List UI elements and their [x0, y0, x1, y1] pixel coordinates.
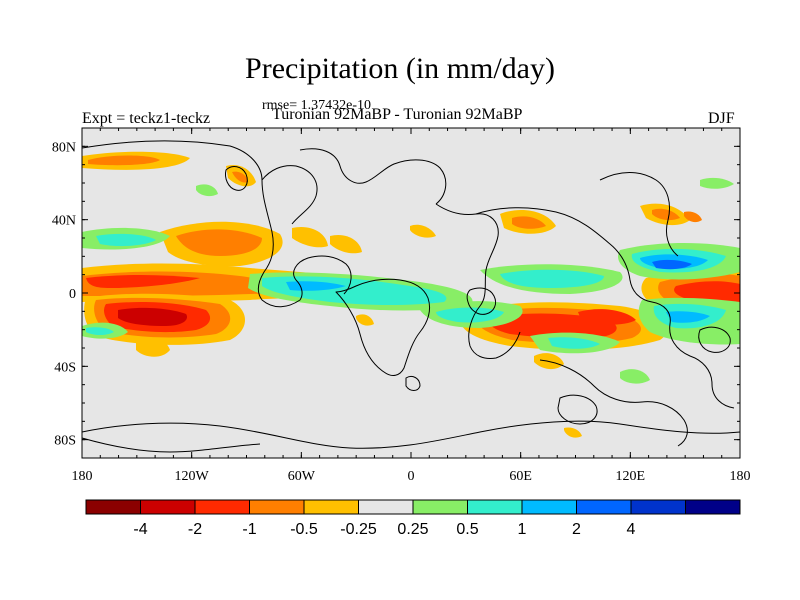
- coastline: [405, 375, 421, 391]
- y-tick-label: 0: [69, 287, 76, 302]
- anomaly-patch: [436, 307, 504, 323]
- x-tick-label: 180: [730, 469, 751, 484]
- x-tick-label: 120W: [175, 469, 210, 484]
- anomaly-patch: [356, 314, 374, 326]
- anomaly-field: [82, 151, 740, 438]
- anomaly-patch: [578, 309, 636, 325]
- colorbar: [85, 499, 741, 515]
- colorbar-swatch: [303, 499, 359, 515]
- anomaly-patch: [86, 275, 200, 288]
- coastline: [475, 207, 735, 409]
- colorbar-label: -1: [242, 521, 256, 538]
- experiment-label: Expt = teckz1-teckz: [82, 110, 211, 127]
- anomaly-patch: [292, 226, 328, 248]
- anomaly-patch: [196, 184, 218, 197]
- axis-ticks: [81, 127, 741, 459]
- colorbar-label: -4: [133, 521, 147, 538]
- coastlines: [81, 140, 741, 453]
- chart-title: Precipitation (in mm/day): [245, 52, 555, 85]
- anomaly-patch: [500, 269, 604, 288]
- colorbar-swatch: [140, 499, 196, 515]
- y-tick-label: 40N: [52, 214, 76, 229]
- anomaly-patch: [700, 177, 734, 189]
- anomaly-patch: [176, 229, 262, 256]
- colorbar-swatch: [685, 499, 741, 515]
- y-tick-label: 40S: [54, 360, 76, 375]
- coastline: [225, 166, 248, 191]
- colorbar-swatch: [358, 499, 414, 515]
- rmse-label: rmse= 1.37432e-10: [262, 98, 371, 113]
- colorbar-swatch: [249, 499, 305, 515]
- anomaly-patch: [684, 211, 702, 223]
- anomaly-patch: [232, 171, 248, 183]
- y-tick-labels: 80N 40N 0 40S 80S: [52, 140, 76, 448]
- colorbar-label: 0.25: [397, 521, 428, 538]
- anomaly-patch: [620, 369, 650, 384]
- coastline: [299, 148, 447, 205]
- anomaly-patch: [330, 234, 362, 254]
- anomaly-patch: [564, 427, 582, 438]
- coastline: [81, 140, 352, 308]
- y-tick-label: 80N: [52, 140, 76, 155]
- colorbar-label: -2: [188, 521, 202, 538]
- coastline: [81, 420, 741, 449]
- anomaly-patch: [410, 224, 436, 238]
- coastline: [698, 326, 731, 353]
- anomaly-patch: [512, 216, 546, 229]
- x-tick-labels: 180 120W 60W 0 60E 120E 180: [72, 469, 751, 484]
- coastline: [557, 394, 598, 425]
- y-tick-label: 80S: [54, 434, 76, 449]
- x-tick-label: 60W: [288, 469, 316, 484]
- colorbar-swatch: [521, 499, 577, 515]
- anomaly-patch: [88, 155, 160, 166]
- colorbar-swatch: [412, 499, 468, 515]
- colorbar-label: 4: [627, 521, 636, 538]
- colorbar-swatch: [194, 499, 250, 515]
- chart-subtitle: Turonian 92MaBP - Turonian 92MaBP: [272, 106, 523, 123]
- anomaly-patch: [86, 327, 114, 335]
- colorbar-label: 2: [572, 521, 581, 538]
- coastline: [261, 165, 318, 225]
- colorbar-label: 1: [518, 521, 527, 538]
- anomaly-patch: [652, 208, 680, 221]
- colorbar-swatch: [467, 499, 523, 515]
- colorbar-swatch: [576, 499, 632, 515]
- coastline: [466, 287, 497, 315]
- anomaly-patch: [652, 259, 692, 270]
- colorbar-swatch: [630, 499, 686, 515]
- anomaly-patch: [136, 337, 170, 357]
- anomaly-patch: [548, 337, 600, 349]
- coastline: [599, 172, 679, 257]
- anomaly-patch: [118, 307, 188, 326]
- colorbar-labels: -4 -2 -1 -0.5 -0.25 0.25 0.5 1 2 4: [133, 521, 635, 538]
- x-tick-label: 180: [72, 469, 93, 484]
- x-tick-label: 120E: [616, 469, 646, 484]
- coastline: [335, 278, 431, 376]
- coastline: [81, 437, 261, 453]
- anomaly-patch: [666, 311, 710, 323]
- x-tick-label: 60E: [509, 469, 532, 484]
- colorbar-label: -0.25: [340, 521, 377, 538]
- season-label: DJF: [708, 110, 735, 127]
- coastline: [539, 359, 688, 447]
- anomaly-patch: [96, 233, 156, 247]
- colorbar-swatch: [85, 499, 141, 515]
- colorbar-label: -0.5: [290, 521, 318, 538]
- x-tick-label: 0: [408, 469, 415, 484]
- colorbar-label: 0.5: [456, 521, 478, 538]
